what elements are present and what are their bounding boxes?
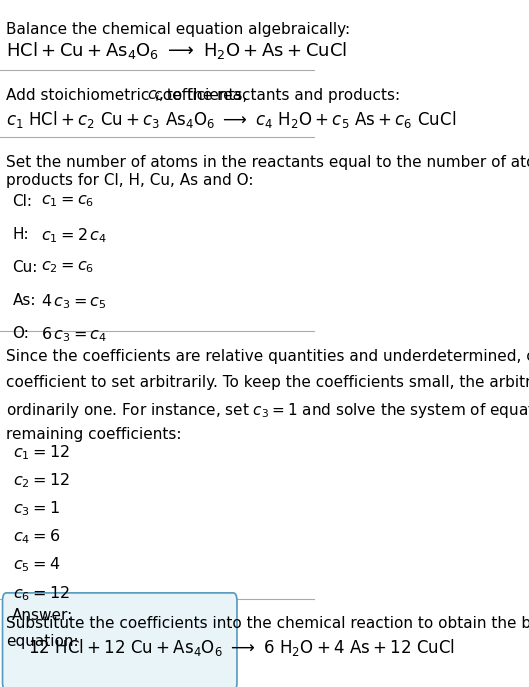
Text: $4\,c_3 = c_5$: $4\,c_3 = c_5$ xyxy=(41,293,106,311)
Text: Substitute the coefficients into the chemical reaction to obtain the balanced: Substitute the coefficients into the che… xyxy=(6,616,529,631)
Text: $c_1 = c_6$: $c_1 = c_6$ xyxy=(41,194,94,210)
Text: O:: O: xyxy=(13,326,30,341)
Text: $6\,c_3 = c_4$: $6\,c_3 = c_4$ xyxy=(41,326,107,344)
Text: Cu:: Cu: xyxy=(13,260,38,275)
Text: Cl:: Cl: xyxy=(13,194,33,209)
Text: $c_5 = 4$: $c_5 = 4$ xyxy=(13,556,60,574)
Text: equation:: equation: xyxy=(6,634,79,649)
Text: to the reactants and products:: to the reactants and products: xyxy=(162,88,400,103)
FancyBboxPatch shape xyxy=(3,593,237,687)
Text: Set the number of atoms in the reactants equal to the number of atoms in the: Set the number of atoms in the reactants… xyxy=(6,155,529,170)
Text: $\mathrm{HCl + Cu + As_4O_6 \ \longrightarrow \ H_2O + As + CuCl}$: $\mathrm{HCl + Cu + As_4O_6 \ \longright… xyxy=(6,40,348,61)
Text: Balance the chemical equation algebraically:: Balance the chemical equation algebraica… xyxy=(6,22,350,37)
Text: Answer:: Answer: xyxy=(12,608,73,623)
Text: $c_1 = 12$: $c_1 = 12$ xyxy=(13,443,69,462)
Text: $c_2 = c_6$: $c_2 = c_6$ xyxy=(41,260,94,275)
Text: $c_1\ \mathrm{HCl} + c_2\ \mathrm{Cu} + c_3\ \mathrm{As_4O_6}\ \longrightarrow \: $c_1\ \mathrm{HCl} + c_2\ \mathrm{Cu} + … xyxy=(6,109,457,131)
Text: H:: H: xyxy=(13,227,29,242)
Text: Since the coefficients are relative quantities and underdetermined, choose a: Since the coefficients are relative quan… xyxy=(6,349,529,364)
Text: As:: As: xyxy=(13,293,36,308)
Text: $c_4 = 6$: $c_4 = 6$ xyxy=(13,528,60,546)
Text: $c_1 = 2\,c_4$: $c_1 = 2\,c_4$ xyxy=(41,227,107,245)
Text: remaining coefficients:: remaining coefficients: xyxy=(6,427,182,442)
Text: Add stoichiometric coefficients,: Add stoichiometric coefficients, xyxy=(6,88,252,103)
Text: $c_3 = 1$: $c_3 = 1$ xyxy=(13,499,59,518)
Text: ordinarily one. For instance, set $c_3 = 1$ and solve the system of equations fo: ordinarily one. For instance, set $c_3 =… xyxy=(6,401,529,420)
Text: $\mathrm{12\ HCl + 12\ Cu + As_4O_6\ \longrightarrow \ 6\ H_2O + 4\ As + 12\ CuC: $\mathrm{12\ HCl + 12\ Cu + As_4O_6\ \lo… xyxy=(29,637,455,658)
Text: $c_2 = 12$: $c_2 = 12$ xyxy=(13,471,69,490)
Text: coefficient to set arbitrarily. To keep the coefficients small, the arbitrary va: coefficient to set arbitrarily. To keep … xyxy=(6,375,529,390)
Text: $c_6 = 12$: $c_6 = 12$ xyxy=(13,584,69,602)
Text: products for Cl, H, Cu, As and O:: products for Cl, H, Cu, As and O: xyxy=(6,173,254,188)
Text: $c_i$,: $c_i$, xyxy=(147,88,165,104)
